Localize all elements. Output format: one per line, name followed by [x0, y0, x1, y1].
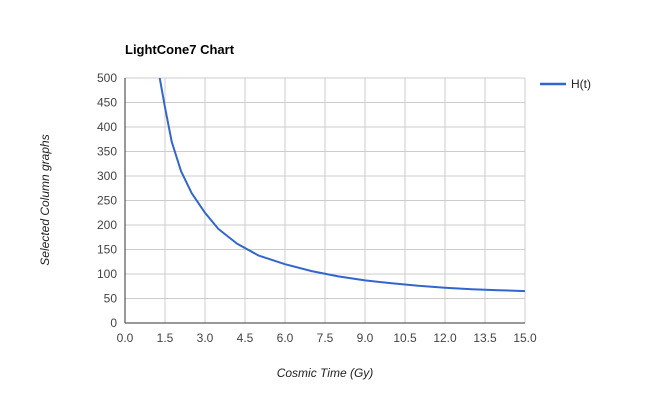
x-axis-label: Cosmic Time (Gy) [277, 366, 374, 380]
y-tick-label: 350 [97, 145, 117, 159]
legend: H(t) [540, 77, 591, 91]
y-axis-label: Selected Column graphs [38, 134, 52, 265]
x-tick-label: 12.0 [433, 331, 457, 345]
series-lines [158, 78, 525, 293]
x-tick-label: 4.5 [237, 331, 254, 345]
axes: 0 50 100 150 200 250 300 350 400 450 500 0.0 1.5 3.0 4… [97, 71, 537, 345]
y-tick-label: 300 [97, 169, 117, 183]
y-tick-label: 500 [97, 71, 117, 85]
x-tick-label: 3.0 [197, 331, 214, 345]
y-tick-label: 150 [97, 243, 117, 257]
x-tick-label: 10.5 [393, 331, 417, 345]
y-tick-label: 0 [110, 316, 117, 330]
legend-label-h-t: H(t) [571, 77, 591, 91]
x-tick-label: 9.0 [357, 331, 374, 345]
x-tick-label: 13.5 [473, 331, 497, 345]
x-tick-label: 15.0 [513, 331, 537, 345]
y-tick-label: 400 [97, 120, 117, 134]
y-tick-label: 250 [97, 194, 117, 208]
x-tick-label: 6.0 [277, 331, 294, 345]
series-line-h-t [158, 78, 525, 293]
x-tick-label: 1.5 [157, 331, 174, 345]
y-tick-label: 50 [104, 292, 118, 306]
gridlines [125, 77, 526, 323]
x-tick-label: 0.0 [117, 331, 134, 345]
y-tick-label: 450 [97, 96, 117, 110]
y-tick-label: 200 [97, 218, 117, 232]
y-tick-label: 100 [97, 267, 117, 281]
x-tick-label: 7.5 [317, 331, 334, 345]
chart-title: LightCone7 Chart [125, 42, 235, 57]
